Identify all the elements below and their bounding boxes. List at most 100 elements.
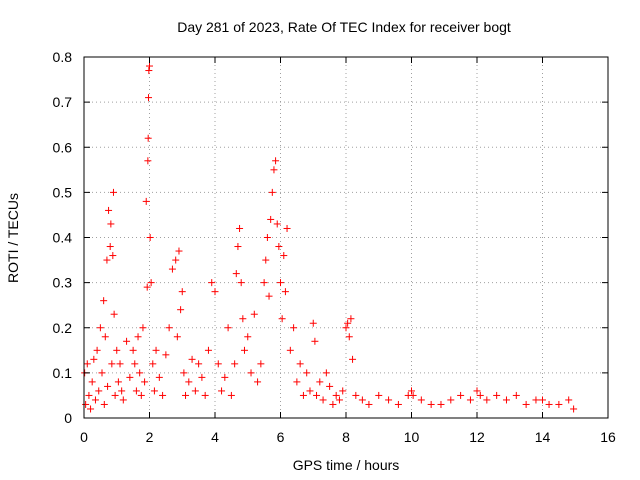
- data-point: [427, 400, 435, 408]
- data-point: [316, 378, 324, 386]
- y-tick-label: 0.6: [53, 139, 73, 155]
- chart-title: Day 281 of 2023, Rate Of TEC Index for r…: [177, 19, 511, 35]
- data-point: [457, 391, 465, 399]
- data-point: [101, 333, 109, 341]
- data-point: [119, 396, 127, 404]
- data-point: [268, 188, 276, 196]
- data-point: [335, 396, 343, 404]
- data-point: [180, 369, 188, 377]
- data-point: [234, 243, 242, 251]
- data-point: [231, 360, 239, 368]
- data-point: [512, 391, 520, 399]
- data-point: [545, 400, 553, 408]
- data-point: [110, 310, 118, 318]
- x-tick-label: 10: [404, 429, 420, 445]
- data-point: [349, 355, 357, 363]
- data-point: [358, 396, 366, 404]
- data-point: [165, 324, 173, 332]
- data-point: [109, 188, 117, 196]
- data-point: [126, 373, 134, 381]
- data-point: [326, 382, 334, 390]
- x-tick-label: 12: [469, 429, 485, 445]
- data-point: [145, 94, 153, 102]
- data-point: [339, 387, 347, 395]
- data-point: [303, 369, 311, 377]
- data-point: [107, 220, 115, 228]
- data-point: [278, 315, 286, 323]
- data-point: [409, 391, 417, 399]
- data-point: [240, 346, 248, 354]
- data-point: [155, 373, 163, 381]
- data-point: [299, 391, 307, 399]
- data-point: [539, 396, 546, 404]
- data-point: [113, 346, 121, 354]
- data-point: [201, 391, 209, 399]
- data-point: [522, 400, 530, 408]
- data-point: [232, 270, 240, 278]
- data-point: [98, 369, 106, 377]
- data-point: [131, 360, 139, 368]
- data-point: [88, 378, 96, 386]
- y-tick-label: 0.5: [53, 184, 73, 200]
- data-point: [103, 256, 111, 264]
- data-point: [466, 396, 474, 404]
- data-point: [532, 396, 540, 404]
- data-point: [168, 265, 176, 273]
- data-point: [322, 369, 330, 377]
- data-point: [286, 346, 294, 354]
- data-point: [118, 387, 126, 395]
- data-point: [227, 391, 235, 399]
- data-point: [188, 355, 196, 363]
- data-point: [150, 387, 158, 395]
- data-point: [95, 387, 103, 395]
- data-point: [177, 306, 185, 314]
- data-point: [447, 396, 455, 404]
- data-point: [296, 360, 304, 368]
- data-point: [272, 157, 280, 165]
- data-point: [204, 346, 212, 354]
- data-point: [273, 220, 281, 228]
- grid: [84, 57, 608, 418]
- data-point: [257, 360, 265, 368]
- data-point: [172, 256, 180, 264]
- data-point: [93, 346, 101, 354]
- data-point: [250, 310, 258, 318]
- data-point: [394, 400, 402, 408]
- x-tick-label: 14: [535, 429, 551, 445]
- data-point: [173, 333, 181, 341]
- data-point: [385, 396, 393, 404]
- data-point: [144, 157, 152, 165]
- x-tick-label: 4: [211, 429, 219, 445]
- data-point: [224, 324, 232, 332]
- data-point: [136, 369, 144, 377]
- data-point: [319, 396, 327, 404]
- data-point: [141, 378, 149, 386]
- data-point: [85, 391, 93, 399]
- data-point: [502, 396, 510, 404]
- data-point: [247, 369, 255, 377]
- data-point: [408, 387, 415, 395]
- data-point: [306, 387, 314, 395]
- data-point: [146, 234, 154, 241]
- data-point: [283, 224, 291, 232]
- data-point: [208, 279, 216, 287]
- data-point: [263, 234, 271, 241]
- data-point: [277, 279, 284, 287]
- data-point: [146, 62, 153, 70]
- data-point: [129, 346, 137, 354]
- data-point: [311, 337, 319, 345]
- data-point: [145, 67, 153, 75]
- data-point: [555, 400, 563, 408]
- data-point: [365, 400, 373, 408]
- data-point: [342, 324, 350, 332]
- x-tick-label: 8: [342, 429, 350, 445]
- data-point: [437, 400, 445, 408]
- axis-ticks: 0 2 4 6 8 10 12 14 16 0 0.1 0.2 0.3 0.4 0.5 0.6 0.7 0.8: [53, 49, 616, 445]
- data-point: [344, 319, 352, 327]
- data-point: [159, 391, 167, 399]
- data-point: [83, 360, 91, 368]
- data-point: [244, 333, 252, 341]
- data-point: [309, 319, 317, 327]
- data-point: [347, 315, 355, 323]
